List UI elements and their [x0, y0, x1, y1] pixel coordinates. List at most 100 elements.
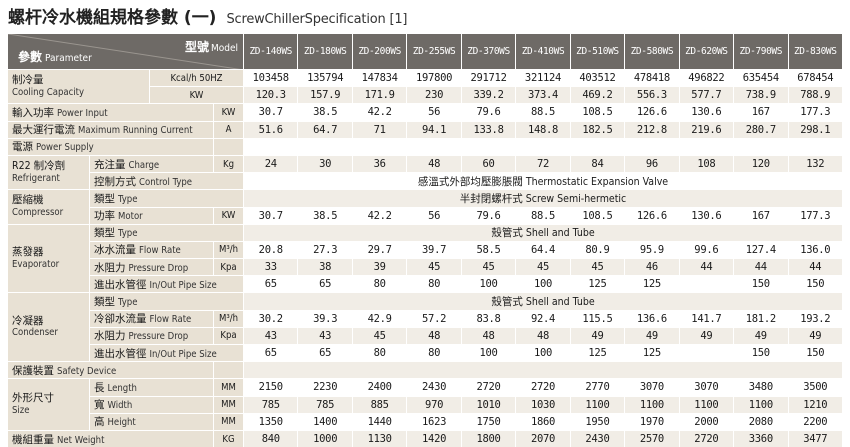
category-size: 外形尺寸 Size [7, 378, 90, 431]
title-en: ScrewChillerSpecification [1] [226, 12, 408, 27]
value-cell: 2400 [351, 378, 408, 397]
row-safety-device: 保護裝置 Safety Device [7, 361, 843, 380]
value-cell: 80.9 [569, 240, 626, 260]
value-cell: 1860 [515, 412, 571, 431]
value-cell: 373.4 [515, 86, 571, 105]
label-zh: 高 [94, 416, 105, 429]
value-cell: 83.8 [460, 309, 517, 328]
value-cell: 64.7 [297, 120, 353, 139]
value-cell: 3360 [733, 429, 789, 447]
value-cell: 51.6 [242, 120, 299, 139]
value-cell: 339.2 [460, 86, 517, 105]
value-cell: 970 [406, 395, 462, 414]
label-flow-rate: 冰水流量 Flow Rate [89, 240, 214, 260]
value-cell: 1440 [351, 412, 408, 431]
value-cell: 2080 [733, 412, 789, 431]
label-zh: 制冷量 [12, 74, 44, 87]
label-en: Net Weight [57, 434, 105, 446]
model-header: ZD-790WS [733, 33, 789, 70]
label-en: Power Supply [36, 142, 94, 154]
label-type: 類型 Type [89, 223, 244, 242]
value-cell: 141.7 [678, 309, 735, 328]
label-en: Maximum Running Current [78, 125, 193, 137]
row-evaporator-type: 蒸發器 Evaporator 類型 Type 殼管式 Shell and Tube [7, 223, 843, 294]
label-en: Type [118, 228, 138, 240]
row-condenser-pipe: 進出水管徑 In/Out Pipe Size 65 65 80 80 100 100 125 1… [8, 343, 844, 363]
value-cell: 125 [569, 275, 626, 294]
value-cell: 1750 [460, 412, 517, 431]
label-en: Flow Rate [149, 314, 192, 326]
value-cell: 95.9 [624, 240, 680, 260]
value-cell: 39.3 [297, 309, 353, 328]
value-cell [678, 275, 735, 294]
merged-value-cell: 殼管式 Shell and Tube [243, 223, 843, 242]
value-cell: 88.5 [515, 206, 571, 225]
page-title: 螺杆冷水機組規格參數 (一) ScrewChillerSpecification… [8, 3, 408, 28]
label-zh: 保護裝置 [12, 364, 54, 377]
value-cell: 56 [406, 206, 462, 225]
value-cell: 45 [515, 258, 571, 277]
label-zh: 功率 [94, 210, 115, 223]
row-power-supply: 電源 Power Supply [7, 137, 843, 156]
value-cell: 108.5 [569, 103, 626, 122]
title-zh: 螺杆冷水機組規格參數 (一) [8, 8, 217, 28]
label-zh: R22 制冷劑 [12, 160, 66, 173]
row-cooling-capacity-kw: KW 120.3 157.9 171.9 230 339.2 373.4 469.2 556.3… [8, 86, 844, 105]
model-header: ZD-140WS [242, 33, 299, 70]
label-en: Motor [118, 211, 143, 223]
unit-cell: MM [213, 378, 244, 397]
value-cell: 99.6 [678, 240, 735, 260]
model-header: ZD-410WS [515, 33, 571, 70]
value-cell: 177.3 [787, 206, 844, 225]
value-cell: 132 [787, 154, 844, 174]
value-cell: 130.6 [678, 103, 735, 122]
label-en: Pressure Drop [128, 331, 189, 343]
label-height: 高 Height [89, 412, 214, 431]
value-cell: 212.8 [624, 120, 680, 139]
label-width: 寬 Width [89, 395, 214, 414]
row-power-input: 輸入功率 Power Input KW 30.7 38.5 42.2 56 79.6 88.5… [7, 103, 844, 122]
value-cell: 3070 [624, 378, 680, 397]
value-cell: 167 [733, 206, 789, 225]
unit-cell: KW [149, 86, 244, 105]
value-cell: 30.2 [242, 309, 299, 328]
unit-cell: M³/h [213, 240, 244, 260]
unit-cell: MM [213, 395, 244, 414]
row-cooling-capacity: 制冷量 Cooling Capacity Kcal/h 50HZ 103458 1357… [7, 68, 844, 105]
label-length: 長 Length [89, 378, 214, 397]
row-net-weight: 機組重量 Net Weight KG 840 1000 1130 1420 1800 2070… [7, 429, 844, 447]
value-cell: 788.9 [787, 86, 844, 105]
label-en: Refrigerant [12, 172, 60, 184]
value-cell: 171.9 [351, 86, 408, 105]
label-zh: 水阻力 [94, 261, 126, 274]
label-en: Safety Device [57, 365, 117, 377]
value-cell: 100 [515, 275, 571, 294]
unit-cell: Kcal/h 50HZ [149, 68, 244, 88]
value-cell: 56 [406, 103, 462, 122]
value-cell: 1130 [351, 429, 408, 447]
unit-cell: Kpa [213, 326, 244, 346]
value-cell: 230 [406, 86, 462, 105]
value-cell: 125 [624, 275, 680, 294]
unit-cell: Kpa [213, 258, 244, 277]
value-cell: 65 [297, 275, 353, 294]
value-cell: 478418 [624, 68, 680, 88]
value-cell: 49 [787, 326, 844, 346]
label-en: Charge [128, 159, 160, 171]
label-zh: 冷卻水流量 [94, 313, 147, 326]
value-cell: 2150 [242, 378, 299, 397]
value-cell: 1420 [406, 429, 462, 447]
value-cell: 80 [406, 275, 462, 294]
value-cell: 44 [678, 258, 735, 277]
value-cell: 2430 [569, 429, 626, 447]
value-cell: 136.0 [787, 240, 844, 260]
value-cell: 2070 [515, 429, 571, 447]
value-cell: 577.7 [678, 86, 735, 105]
value-cell: 182.5 [569, 120, 626, 139]
label-control-type: 控制方式 Control Type [89, 172, 244, 191]
value-cell: 30.7 [242, 206, 299, 225]
value-cell: 1100 [624, 395, 680, 414]
row-evaporator-drop: 水阻力 Pressure Drop Kpa 33 38 39 45 45 45 45 46 44 44… [8, 258, 844, 277]
value-cell: 150 [787, 343, 844, 363]
value-cell: 1030 [515, 395, 571, 414]
